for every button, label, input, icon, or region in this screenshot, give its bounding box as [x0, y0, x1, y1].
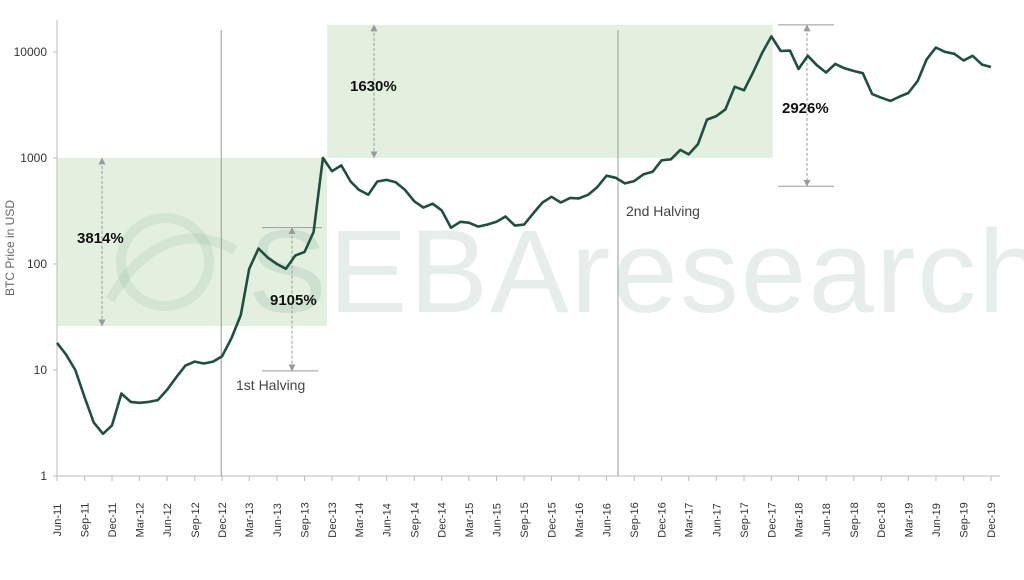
x-tick-label: Dec-15: [547, 502, 559, 537]
watermark-leaf-stroke: [105, 233, 238, 303]
x-tick-label: Jun-14: [382, 503, 394, 537]
x-tick-label: Jun-12: [162, 503, 174, 537]
y-tick-label: 1: [40, 469, 47, 483]
x-tick-label: Jun-17: [711, 503, 723, 537]
x-tick-label: Sep-13: [300, 502, 312, 537]
x-tick-label: Jun-19: [931, 503, 943, 537]
x-tick-label: Mar-19: [903, 503, 915, 538]
x-tick-label: Mar-13: [244, 503, 256, 538]
x-tick-label: Sep-14: [409, 502, 421, 537]
y-axis-label: BTC Price in USD: [3, 200, 17, 296]
x-tick-label: Sep-18: [849, 502, 861, 537]
x-tick-label: Sep-16: [629, 502, 641, 537]
x-tick-label: Sep-19: [959, 502, 971, 537]
halving-label-2: 2nd Halving: [626, 203, 700, 219]
x-tick-label: Dec-16: [657, 502, 669, 537]
x-tick-label: Dec-13: [327, 502, 339, 537]
x-tick-label: Dec-12: [217, 502, 229, 537]
x-tick-label: Dec-17: [766, 502, 778, 537]
y-tick-label: 100: [27, 257, 47, 271]
x-tick-label: Mar-18: [793, 503, 805, 538]
gain-box-2: [327, 24, 773, 158]
x-tick-label: Mar-17: [684, 503, 696, 538]
x-tick-label: Mar-15: [464, 503, 476, 538]
watermark-leaf-icon: [116, 213, 214, 311]
x-tick-label: Mar-12: [134, 503, 146, 538]
x-tick-label: Jun-16: [602, 503, 614, 537]
gain-label-2: 9105%: [270, 292, 317, 309]
watermark: SEBAresearch: [105, 206, 1024, 338]
x-tick-label: Dec-11: [107, 503, 119, 538]
y-tick-label: 1000: [20, 151, 47, 165]
x-tick-label: Sep-15: [519, 502, 531, 537]
x-tick-label: Jun-11: [52, 504, 64, 537]
gain-label-4: 2926%: [782, 100, 829, 117]
x-tick-label: Jun-15: [491, 503, 503, 537]
x-tick-label: Sep-17: [739, 502, 751, 537]
x-tick-label: Dec-14: [437, 502, 449, 537]
x-tick-label: Jun-18: [821, 503, 833, 537]
x-tick-label: Dec-19: [986, 502, 998, 537]
gain-label-1: 3814%: [77, 230, 124, 247]
x-tick-label: Sep-12: [190, 502, 202, 537]
btc-price-line: [55, 35, 992, 436]
watermark-text: SEBAresearch: [248, 206, 1024, 338]
y-tick-label: 10: [34, 363, 48, 377]
y-tick-label: 10000: [14, 45, 48, 59]
x-tick-label: Mar-14: [354, 503, 366, 538]
x-tick-label: Jun-13: [272, 503, 284, 537]
gain-label-3: 1630%: [350, 78, 397, 95]
x-tick-label: Mar-16: [574, 503, 586, 538]
x-tick-label: Sep-11: [80, 503, 92, 538]
x-tick-label: Dec-18: [876, 502, 888, 537]
halving-label-1: 1st Halving: [236, 377, 305, 393]
